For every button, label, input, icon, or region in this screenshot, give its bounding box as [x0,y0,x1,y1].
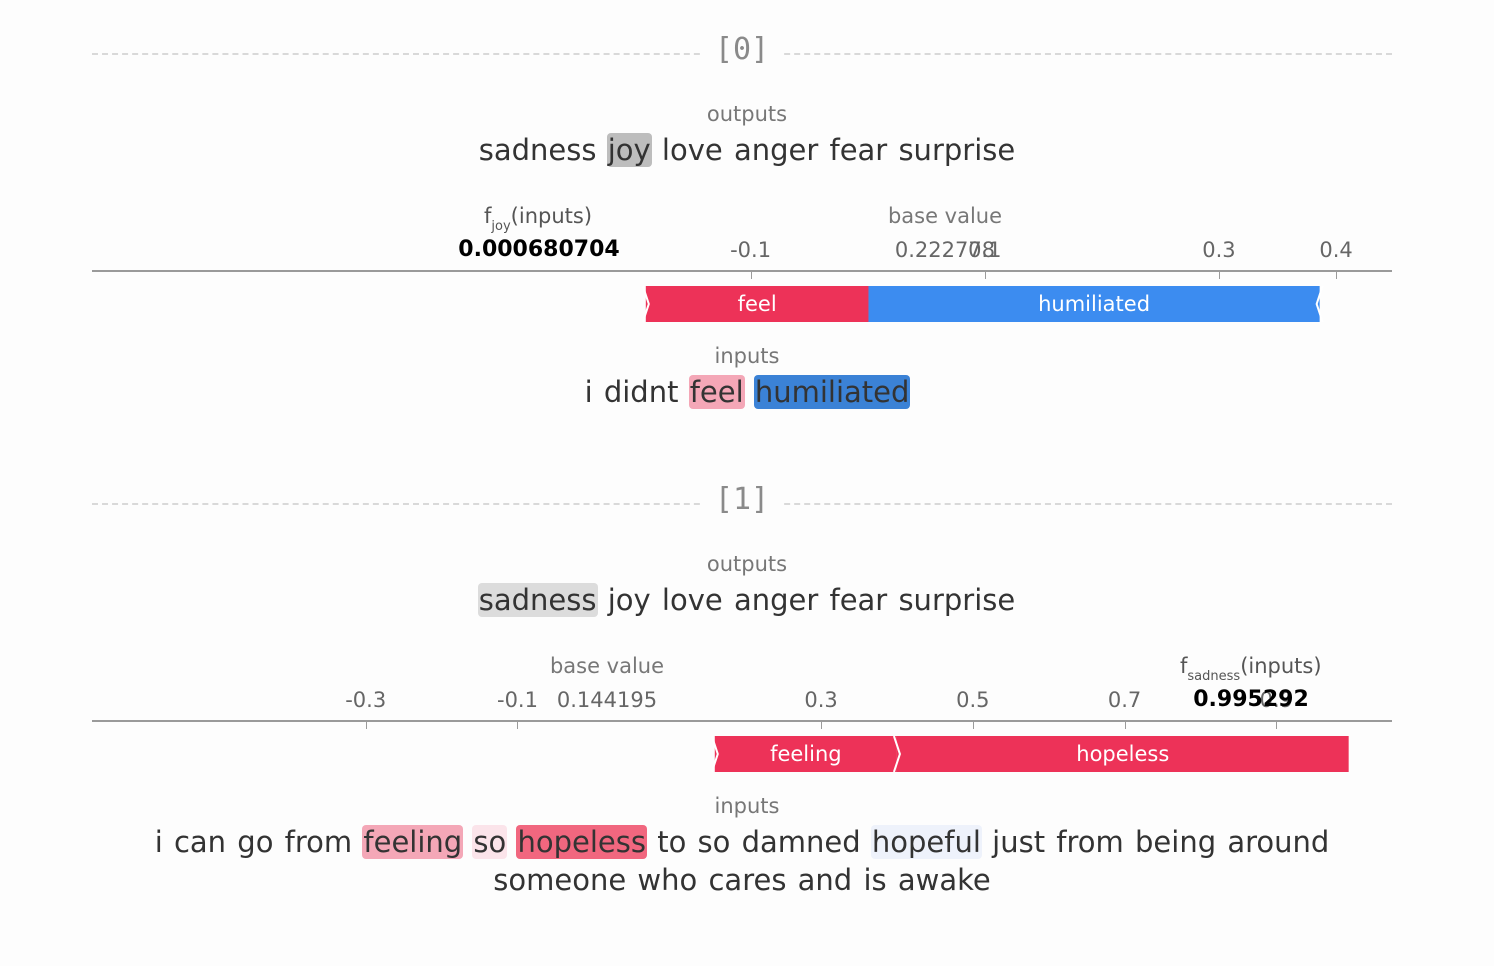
input-token[interactable]: so [472,825,508,859]
output-token[interactable]: joy [607,583,651,617]
base-value: 0.222778 [894,238,996,262]
tick-label: -0.3 [345,688,387,712]
output-token[interactable]: sadness [477,583,598,617]
bar-hopeless[interactable] [896,736,1349,772]
x-axis [92,720,1392,722]
bar-humiliated[interactable] [868,286,1320,322]
bar-label: feeling [770,742,842,766]
bar-label: feel [738,292,777,316]
force-bars: feeling hopeless [710,735,1349,773]
output-token[interactable]: love [661,133,723,167]
x-axis [92,270,1392,272]
output-token[interactable]: fear [829,583,888,617]
explanation-1: [1] outputs sadness joy love anger fear … [0,450,1494,966]
tick-label: -0.1 [496,688,538,712]
input-token[interactable]: being [1135,825,1217,859]
outputs-label: outputs [706,552,788,576]
outputs-list[interactable]: sadness joy love anger fear surprise [0,581,1494,619]
input-token[interactable]: and [797,863,853,897]
tick-label: 0.1 [968,238,1002,262]
input-token[interactable]: i [584,375,593,409]
input-token[interactable]: so [697,825,731,859]
tick-label: 0.5 [956,688,990,712]
base-value-label: base value [887,204,1003,228]
inputs-text[interactable]: i didnt feel humiliated [0,373,1494,411]
input-token[interactable]: damned [741,825,861,859]
input-token[interactable]: hopeless [516,825,647,859]
output-token[interactable]: fear [829,133,888,167]
base-value: 0.144195 [556,688,658,712]
force-bars: feel humiliated [641,285,1324,323]
tick-label: 0.9 [1259,688,1294,712]
output-token[interactable]: joy [606,133,652,167]
input-token[interactable]: go [237,825,274,859]
bar-chevron [1315,285,1324,323]
bar-chevron [641,285,650,323]
output-token[interactable]: surprise [898,133,1016,167]
input-token[interactable]: to [657,825,687,859]
tick-label: 0.7 [1107,688,1142,712]
tick-mark [1124,722,1126,729]
explanation-0: [0] outputs sadness joy love anger fear … [0,0,1494,450]
index-label: [1] [703,472,781,528]
input-token[interactable]: cares [708,863,787,897]
tick-mark [750,272,752,279]
input-token[interactable]: awake [897,863,991,897]
tick-mark [821,722,823,729]
tick-label: 0.3 [1202,238,1236,262]
tick-mark [1276,722,1278,729]
fx-label: fsadness(inputs) [1180,654,1322,684]
tick-mark [1218,272,1220,279]
bar-chevron [892,735,901,773]
inputs-label: inputs [714,344,780,368]
tick-mark [365,722,367,729]
fx-value: 0.000680704 [458,237,620,262]
output-token[interactable]: surprise [898,583,1016,617]
inputs-label: inputs [714,794,780,818]
base-value-label: base value [549,654,665,678]
bar-label: hopeless [1076,742,1169,766]
input-token[interactable]: feel [688,375,745,409]
output-token[interactable]: anger [733,133,819,167]
tick-mark [984,272,986,279]
outputs-label: outputs [706,102,788,126]
input-token[interactable]: from [284,825,353,859]
inputs-text[interactable]: i can go from feeling so hopeless to so … [110,823,1374,899]
input-token[interactable]: hopeful [870,825,982,859]
fx-value: 0.995292 [1193,687,1309,712]
index-label: [0] [703,22,781,78]
fx-label: fjoy(inputs) [484,204,593,234]
input-token[interactable]: just [992,825,1046,859]
tick-label: -0.1 [730,238,772,262]
input-token[interactable]: humiliated [753,375,911,409]
outputs-list[interactable]: sadness joy love anger fear surprise [0,131,1494,169]
output-token[interactable]: sadness [478,133,597,167]
tick-label: 0.4 [1319,238,1353,262]
bar-label: humiliated [1038,292,1150,316]
bar-feeling[interactable] [714,736,897,772]
tick-mark [972,722,974,729]
input-token[interactable]: who [637,863,698,897]
output-token[interactable]: love [661,583,723,617]
input-token[interactable]: from [1056,825,1124,859]
input-token[interactable]: someone [493,863,627,897]
tick-mark [517,722,519,729]
input-token[interactable]: didnt [603,375,679,409]
tick-label: 0.3 [804,688,838,712]
bar-feel[interactable] [645,286,869,322]
input-token[interactable]: can [173,825,227,859]
input-token[interactable]: is [863,863,887,897]
input-token[interactable]: around [1227,825,1330,859]
tick-mark [1336,272,1338,279]
input-token[interactable]: i [154,825,163,859]
bar-chevron [710,735,719,773]
input-token[interactable]: feeling [362,825,464,859]
output-token[interactable]: anger [733,583,819,617]
